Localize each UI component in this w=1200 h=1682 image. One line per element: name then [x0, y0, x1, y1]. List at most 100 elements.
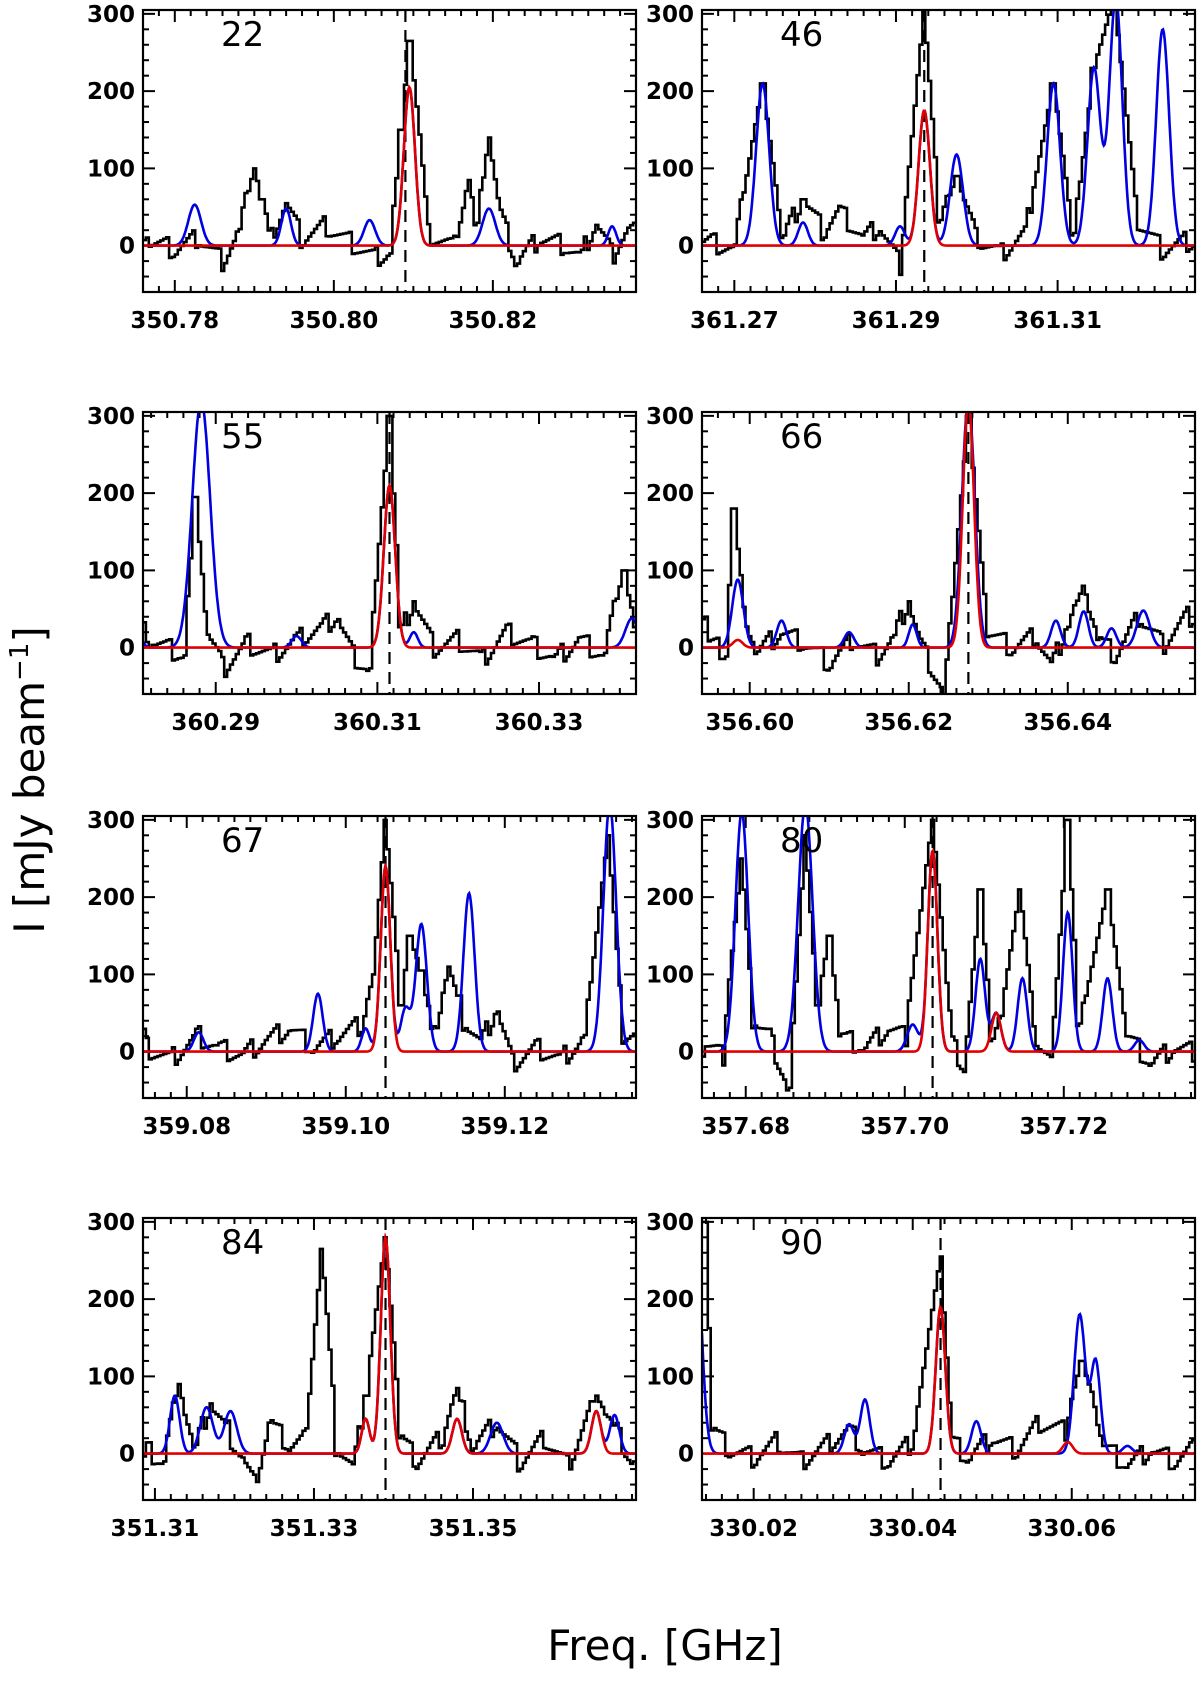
- x-tick-label: 359.08: [142, 1114, 231, 1140]
- spectrum-panel-66: 356.60 356.62 356.64 0 100 200 300 66: [646, 404, 1197, 736]
- y-tick-label: 0: [678, 1040, 694, 1066]
- model-line-spectrum: [143, 862, 636, 1053]
- y-tick-label: 300: [87, 404, 135, 430]
- y-tick-label: 200: [646, 885, 694, 911]
- y-tick-label: 200: [87, 79, 135, 105]
- y-tick-label: 0: [119, 1040, 135, 1066]
- model-line-spectrum: [702, 109, 1195, 247]
- panel-frame: [141, 814, 638, 1100]
- x-tick-label: 360.29: [171, 710, 260, 736]
- spectrum-panel-22: 350.78 350.80 350.82 0 100 200 300 22: [87, 2, 638, 334]
- x-tick-label: 330.02: [709, 1516, 798, 1542]
- data-lines: [702, 10, 1195, 292]
- spectrum-panel-84: 351.31 351.33 351.35 0 100 200 300 84: [87, 1210, 638, 1542]
- panel-number: 22: [221, 15, 264, 55]
- x-tick-label: 350.78: [130, 308, 219, 334]
- y-tick-label: 300: [87, 808, 135, 834]
- y-axis-title-superscript: −1: [5, 643, 35, 681]
- y-tick-label: 200: [646, 1287, 694, 1313]
- x-tick-label: 357.68: [701, 1114, 790, 1140]
- x-tick-label: 361.29: [852, 308, 941, 334]
- y-tick-label: 0: [678, 1442, 694, 1468]
- y-tick-label: 100: [87, 558, 135, 584]
- observed-spectrum: [702, 1220, 1195, 1471]
- observed-spectrum: [143, 818, 636, 1073]
- y-tick-label: 0: [119, 1442, 135, 1468]
- y-tick-label: 200: [646, 481, 694, 507]
- spectrum-panel-46: 361.27 361.29 361.31 0 100 200 300 46: [646, 2, 1197, 334]
- spectrum-panel-55: 360.29 360.31 360.33 0 100 200 300 55: [87, 404, 638, 736]
- observed-spectrum: [143, 39, 636, 273]
- panel-number: 80: [780, 821, 823, 861]
- y-axis-title: I [mJy beam−1]: [5, 626, 54, 934]
- y-tick-label: 200: [87, 481, 135, 507]
- x-axis-title: Freq. [GHz]: [547, 1621, 783, 1670]
- observed-spectrum: [702, 10, 1195, 277]
- observed-spectrum: [702, 414, 1195, 694]
- data-lines: [143, 412, 636, 694]
- x-tick-label: 360.31: [333, 710, 422, 736]
- panel-number: 84: [221, 1223, 264, 1263]
- y-tick-label: 300: [87, 2, 135, 28]
- x-tick-label: 357.72: [1019, 1114, 1108, 1140]
- y-tick-label: 200: [87, 885, 135, 911]
- y-tick-label: 100: [87, 156, 135, 182]
- data-lines: [143, 816, 636, 1098]
- model-line-spectrum: [702, 848, 1195, 1053]
- y-tick-label: 0: [678, 234, 694, 260]
- x-tick-label: 351.33: [270, 1516, 359, 1542]
- x-tick-label: 351.35: [429, 1516, 518, 1542]
- data-lines: [143, 10, 636, 292]
- y-tick-label: 0: [119, 636, 135, 662]
- model-line-spectrum: [702, 1304, 1195, 1455]
- model-line-spectrum: [702, 412, 1195, 649]
- y-tick-label: 100: [646, 156, 694, 182]
- spectrum-panel-90: 330.02 330.04 330.06 0 100 200 300 90: [646, 1210, 1197, 1542]
- observed-spectrum: [702, 818, 1195, 1092]
- panel-frame: [700, 410, 1197, 696]
- x-tick-label: 359.10: [301, 1114, 390, 1140]
- panel-frame: [700, 1216, 1197, 1502]
- model-line-spectrum: [143, 1232, 636, 1455]
- spectrum-panel-67: 359.08 359.10 359.12 0 100 200 300 67: [87, 808, 638, 1140]
- model-total-spectrum: [702, 412, 1195, 649]
- y-tick-label: 0: [678, 636, 694, 662]
- y-tick-label: 300: [646, 404, 694, 430]
- panel-frame: [141, 410, 638, 696]
- panel-number: 67: [221, 821, 264, 861]
- data-lines: [702, 412, 1195, 694]
- y-tick-label: 100: [646, 558, 694, 584]
- x-tick-label: 330.06: [1027, 1516, 1116, 1542]
- panel-frame: [141, 1216, 638, 1502]
- y-tick-label: 200: [646, 79, 694, 105]
- y-tick-label: 100: [646, 1364, 694, 1390]
- panel-frame: [700, 8, 1197, 294]
- data-lines: [702, 1218, 1195, 1500]
- panel-number: 66: [780, 417, 823, 457]
- x-tick-label: 361.31: [1013, 308, 1102, 334]
- spectrum-panel-80: 357.68 357.70 357.72 0 100 200 300 80: [646, 808, 1197, 1140]
- x-tick-label: 356.64: [1023, 710, 1112, 736]
- observed-spectrum: [143, 414, 636, 679]
- x-tick-label: 360.33: [495, 710, 584, 736]
- panel-frame: [141, 8, 638, 294]
- y-tick-label: 300: [646, 2, 694, 28]
- model-total-spectrum: [702, 10, 1195, 247]
- x-tick-label: 350.82: [448, 308, 537, 334]
- y-tick-label: 300: [87, 1210, 135, 1236]
- data-lines: [702, 816, 1195, 1098]
- model-total-spectrum: [702, 816, 1195, 1053]
- y-tick-label: 100: [87, 1364, 135, 1390]
- x-tick-label: 351.31: [111, 1516, 200, 1542]
- x-tick-label: 357.70: [860, 1114, 949, 1140]
- y-tick-label: 300: [646, 1210, 694, 1236]
- panel-number: 46: [780, 15, 823, 55]
- panel-number: 90: [780, 1223, 823, 1263]
- x-tick-label: 330.04: [868, 1516, 957, 1542]
- axis-ticks: [142, 10, 636, 293]
- x-tick-label: 356.62: [864, 710, 953, 736]
- y-axis-title-close: ]: [5, 626, 54, 642]
- y-tick-label: 200: [87, 1287, 135, 1313]
